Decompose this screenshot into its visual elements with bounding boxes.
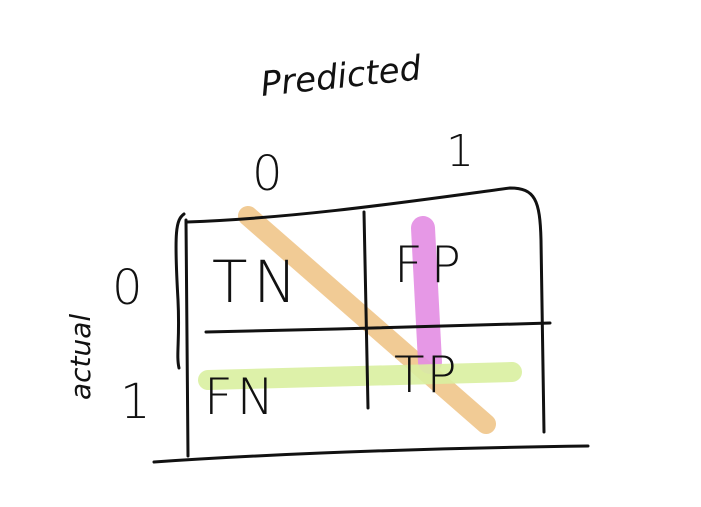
actual-tick-0: 0 xyxy=(112,260,143,316)
cell-tp-label: TP xyxy=(394,346,459,404)
predicted-axis-label: Predicted xyxy=(259,48,424,105)
vertical-divider xyxy=(362,210,370,410)
outer-left-border xyxy=(184,218,190,458)
matrix-grid xyxy=(152,186,590,464)
predicted-tick-1: 1 xyxy=(446,126,474,177)
actual-tick-1: 1 xyxy=(120,374,151,430)
predicted-tick-0: 0 xyxy=(252,146,283,202)
outer-top-border xyxy=(185,186,546,434)
left-bracket xyxy=(174,212,186,370)
cell-fn-label: FN xyxy=(204,368,278,426)
actual-1-row-highlight xyxy=(198,362,522,390)
actual-axis-label: actual xyxy=(64,314,97,400)
horizontal-divider xyxy=(204,321,552,334)
bottom-axis-line xyxy=(152,444,590,464)
predicted-1-column-highlight xyxy=(411,216,442,374)
cell-tn-label: TN xyxy=(212,248,303,316)
cell-fp-label: FP xyxy=(394,236,469,294)
